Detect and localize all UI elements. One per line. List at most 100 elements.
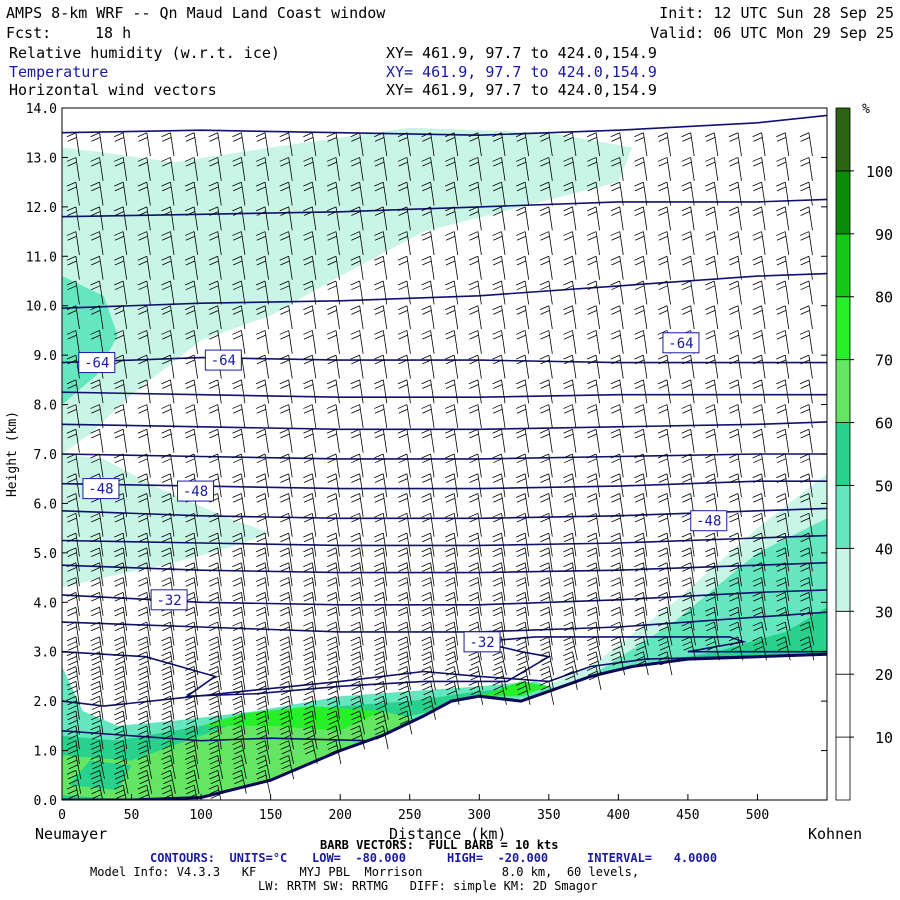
barb-shaft [406,651,411,676]
wind-barb [208,740,222,765]
barb-feather [469,626,479,632]
wind-barb [137,532,151,557]
barb-shaft [288,132,293,157]
barb-feather [563,280,573,286]
barb-feather [564,260,574,266]
barb-feather [256,211,266,216]
barb-shaft [170,157,175,181]
wind-barb [66,206,80,231]
wind-barb [657,354,671,379]
barb-shaft [808,429,813,453]
wind-barb [350,621,364,646]
wind-barb [279,710,293,735]
x-tick-label: 500 [746,808,769,823]
wind-barb [563,621,577,646]
barb-feather [232,621,242,627]
barb-feather [422,596,432,602]
wind-barb [184,621,199,646]
barb-feather [90,532,100,538]
barb-feather [208,547,218,553]
wind-barb [752,404,766,429]
barb-feather [611,567,621,572]
wind-barb [326,255,340,280]
wind-barb [610,330,624,354]
barb-shaft [643,355,648,379]
barb-feather [303,478,314,483]
wind-barb [161,512,175,537]
wind-barb [350,577,364,602]
barb-shaft [146,636,151,661]
barb-feather [516,231,526,236]
barb-feather [634,596,645,602]
barb-shaft [217,182,222,206]
barb-feather [800,626,811,632]
barb-shaft [690,182,695,206]
barb-shaft [335,182,340,206]
wind-barb [232,651,246,676]
wind-barb [350,636,364,661]
barb-shaft [501,330,506,354]
barb-shaft [761,577,766,602]
wind-barb [114,305,128,330]
barb-feather [303,537,314,543]
barb-feather [232,211,243,216]
barb-shaft [453,636,459,661]
barb-feather [776,231,786,236]
barb-feather [681,231,691,236]
barb-feather [303,408,314,414]
wind-barb [255,577,269,602]
barb-feather [90,606,100,612]
wind-barb [208,755,224,779]
barb-feather [256,458,266,464]
wind-barb [326,651,340,676]
barb-feather [232,235,243,241]
wind-barb [776,493,790,518]
wind-barb [445,354,459,379]
barb-shaft [501,666,507,691]
barb-feather [374,231,384,236]
barb-feather [327,408,337,414]
barb-shaft [572,132,577,157]
barb-feather [564,137,574,142]
barb-feather [635,626,645,632]
barb-feather [657,280,668,286]
wind-barb [137,695,151,720]
wind-barb [681,473,695,498]
barb-shaft [241,725,246,750]
barb-feather [137,592,148,597]
barb-feather [66,681,77,686]
wind-barb [303,592,317,616]
barb-feather [209,384,219,389]
barb-feather [492,562,502,568]
barb-feather [280,745,290,750]
barb-feather [540,626,550,632]
barb-shaft [713,182,719,206]
barb-feather [350,255,360,261]
barb-shaft [784,473,790,498]
barb-feather [777,626,787,632]
wind-barb [374,181,388,206]
wind-barb [516,231,530,256]
colorbar-unit: % [862,102,870,117]
barb-feather [729,567,739,572]
barb-feather [445,181,455,187]
barb-feather [752,577,762,582]
barb-feather [327,359,337,365]
barb-shaft [453,681,460,705]
barb-feather [682,596,692,602]
barb-feather [114,596,125,602]
barb-feather [303,428,313,434]
barb-feather [280,581,290,587]
barb-feather [184,784,195,790]
barb-feather [728,621,739,627]
barb-shaft [99,280,104,305]
barb-feather [184,532,195,538]
barb-feather [137,404,148,409]
barb-feather [469,433,479,439]
barb-shaft [382,696,389,720]
barb-shaft [146,696,151,720]
wind-barb [634,231,648,256]
barb-feather [208,636,218,642]
contour-label-box [690,510,728,532]
barb-feather [138,260,148,266]
